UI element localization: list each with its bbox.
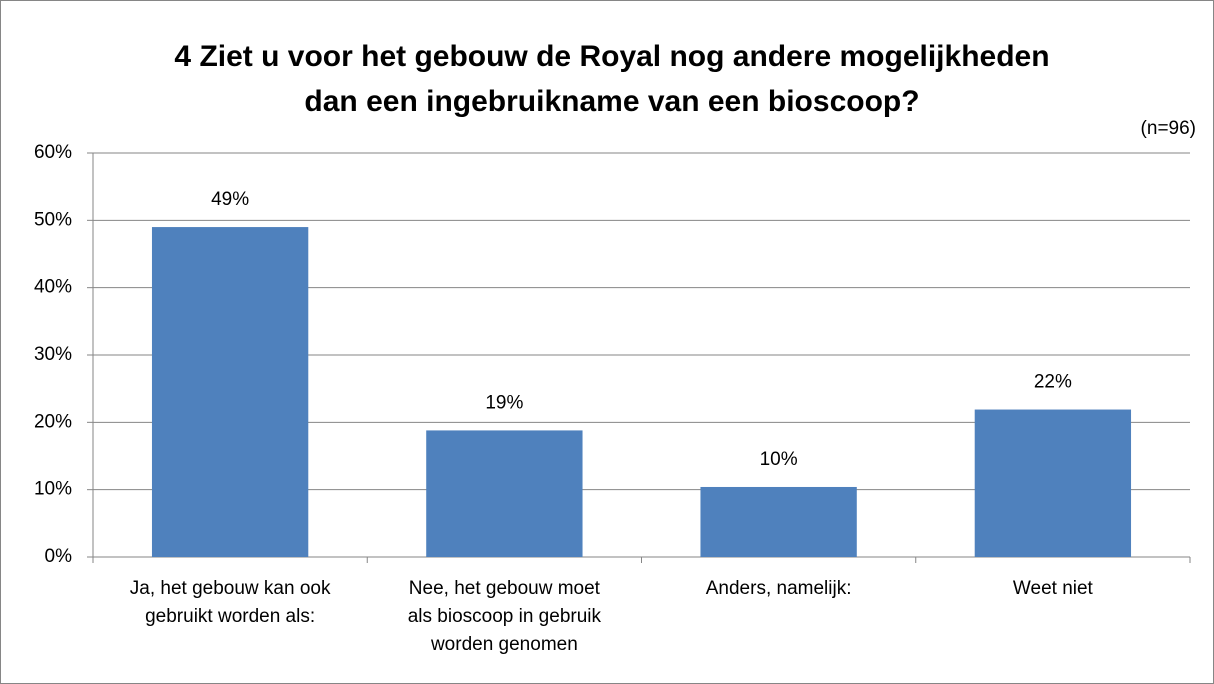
x-tick-label: Ja, het gebouw kan ook (130, 578, 331, 599)
x-tick-label: Nee, het gebouw moet (409, 578, 601, 599)
data-label: 49% (211, 189, 249, 210)
bar (426, 430, 583, 557)
y-tick-label: 60% (34, 142, 72, 163)
x-tick-label: gebruikt worden als: (145, 606, 315, 627)
data-label: 22% (1034, 372, 1072, 393)
bar (151, 227, 309, 558)
x-tick-label: Weet niet (1013, 578, 1094, 599)
y-tick-label: 10% (34, 479, 72, 500)
bar (700, 486, 857, 557)
chart-title: dan een ingebruikname van een bioscoop? (304, 85, 919, 118)
chart-title: 4 Ziet u voor het gebouw de Royal nog an… (174, 40, 1049, 73)
data-label: 19% (485, 392, 523, 413)
y-tick-label: 0% (45, 546, 73, 567)
y-tick-label: 40% (34, 277, 72, 298)
bar (974, 409, 1132, 557)
x-tick-label: als bioscoop in gebruik (408, 606, 602, 627)
y-tick-label: 20% (34, 411, 72, 432)
chart-subtitle: (n=96) (1141, 118, 1196, 139)
y-tick-label: 30% (34, 344, 72, 365)
data-label: 10% (760, 449, 798, 470)
x-tick-label: Anders, namelijk: (706, 578, 852, 599)
y-tick-label: 50% (34, 209, 72, 230)
x-tick-label: worden genomen (430, 634, 578, 655)
